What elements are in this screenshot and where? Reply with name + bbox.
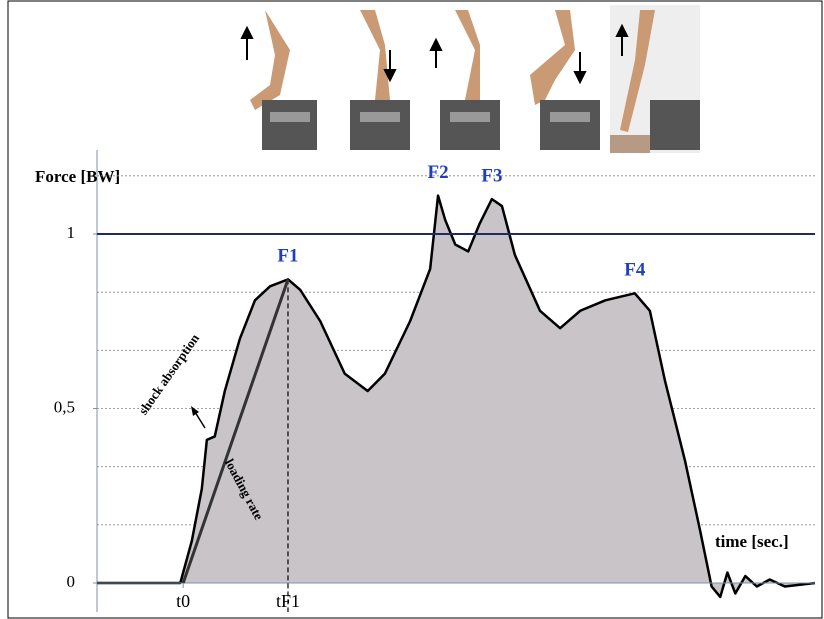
photo (240, 5, 320, 151)
photo (530, 10, 600, 150)
peak-label: F4 (624, 260, 646, 281)
area-fill (97, 196, 815, 597)
page: {"chart_data": {"type": "area", "y_label… (0, 0, 824, 619)
y-tick-label: 0 (67, 572, 76, 591)
x-tick-label: t0 (176, 591, 190, 611)
photo-strip (240, 5, 700, 153)
peak-label: F1 (277, 246, 298, 267)
y-tick-label: 0,5 (54, 397, 75, 416)
x-axis-label: time [sec.] (715, 532, 789, 551)
chart: Force [BW] time [sec.] 00,51t0tF1F1F2F3F… (0, 0, 824, 619)
annotation-arrowhead (191, 406, 199, 416)
photo (350, 10, 410, 150)
peak-label: F2 (427, 162, 448, 183)
annotation: shock absorption (135, 330, 202, 417)
peak-label: F3 (481, 165, 502, 186)
annotation-arrow (195, 412, 205, 428)
photo (440, 10, 500, 150)
y-tick-label: 1 (67, 223, 76, 242)
y-axis-label: Force [BW] (35, 167, 120, 186)
